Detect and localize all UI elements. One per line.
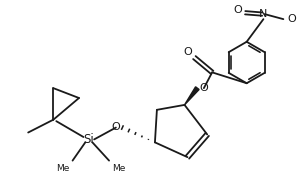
Text: Me: Me bbox=[56, 163, 70, 172]
Text: O: O bbox=[233, 5, 242, 15]
Text: O: O bbox=[287, 14, 296, 24]
Text: N: N bbox=[259, 9, 268, 19]
Text: O: O bbox=[112, 122, 121, 132]
Text: Si: Si bbox=[83, 133, 94, 146]
Text: Me: Me bbox=[112, 163, 125, 172]
Text: O: O bbox=[199, 83, 208, 93]
Text: O: O bbox=[183, 47, 192, 57]
Polygon shape bbox=[184, 87, 199, 105]
